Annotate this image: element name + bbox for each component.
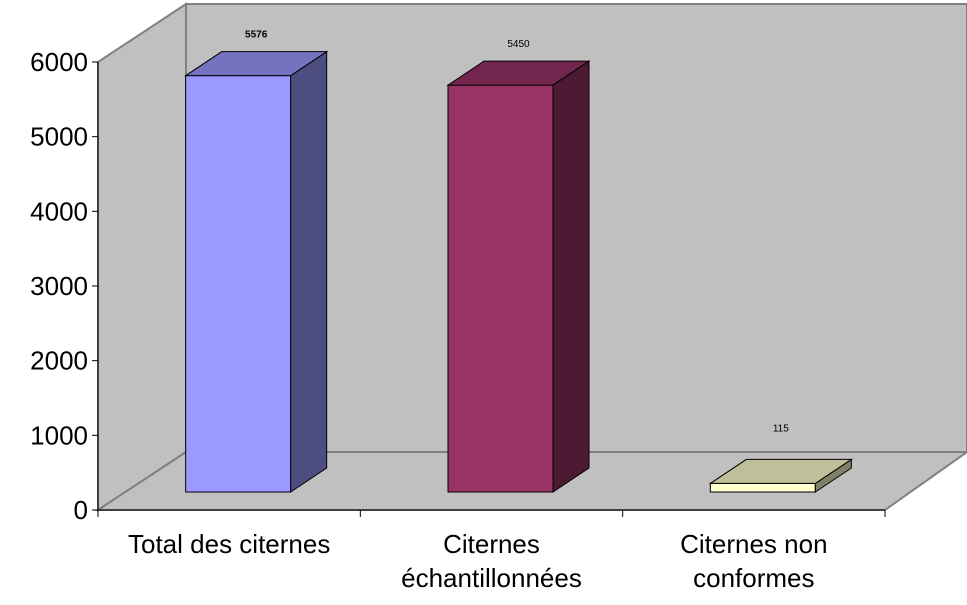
y-tick-label: 0 xyxy=(74,495,88,525)
y-tick-label: 4000 xyxy=(30,196,88,226)
x-tick-label: Total des citernes xyxy=(128,529,330,559)
bar-3 xyxy=(708,458,853,493)
data-label: 5450 xyxy=(507,39,530,50)
x-tick-label: Citernes échantillonnées xyxy=(401,529,582,593)
bar-top-face xyxy=(446,60,591,86)
bar-front-face xyxy=(447,84,554,493)
y-tick-label: 6000 xyxy=(30,47,88,77)
y-tick-label: 3000 xyxy=(30,271,88,301)
bar-top-face xyxy=(184,51,329,77)
bar-2 xyxy=(446,60,591,493)
y-tick-label: 1000 xyxy=(30,420,88,450)
bar-front-face xyxy=(709,482,816,493)
bar-top-face xyxy=(708,458,853,484)
x-tick-label: Citernes non conformes xyxy=(680,529,827,593)
bar-side-face xyxy=(290,50,328,493)
data-label: 115 xyxy=(773,423,789,434)
bar-1 xyxy=(184,50,329,493)
side-wall xyxy=(97,2,187,512)
bar-side-face xyxy=(552,60,590,493)
bar-front-face xyxy=(185,75,292,493)
chart-bars xyxy=(184,50,853,493)
data-label: 5576 xyxy=(245,30,268,41)
chart-axes xyxy=(92,61,886,517)
y-tick-label: 5000 xyxy=(30,122,88,152)
y-tick-label: 2000 xyxy=(30,346,88,376)
chart-labels: 0 1000 2000 3000 4000 5000 6000 5576 5450 115 Tota… xyxy=(30,30,827,593)
